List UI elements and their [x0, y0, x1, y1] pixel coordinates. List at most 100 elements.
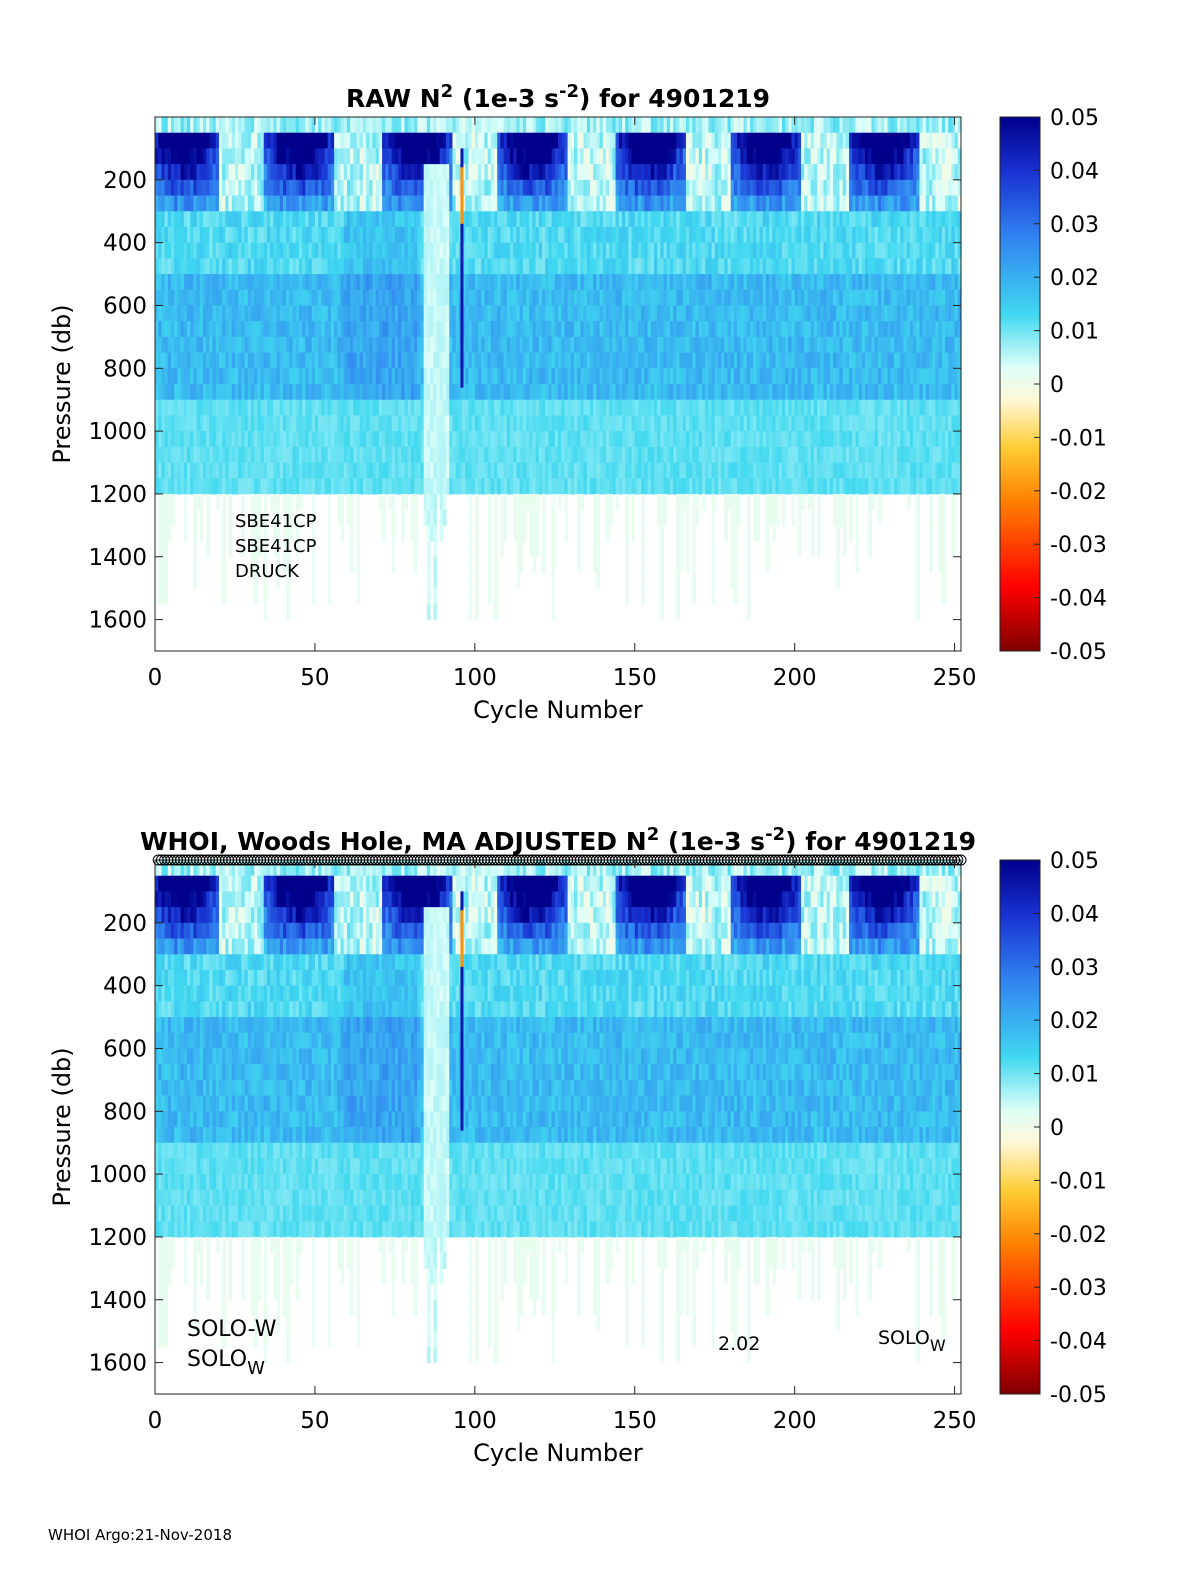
- raw-heatmap-cell: [637, 164, 642, 181]
- raw-heatmap-cell: [609, 431, 613, 448]
- raw-heatmap-cell: [641, 242, 645, 259]
- raw-heatmap-cell: [567, 258, 572, 275]
- raw-heatmap-cell: [404, 352, 409, 369]
- raw-heatmap-cell: [286, 179, 290, 197]
- raw-heatmap-cell: [167, 415, 172, 432]
- raw-heatmap-cell: [759, 195, 764, 212]
- raw-heatmap-cell: [727, 117, 732, 134]
- raw-heatmap-cell: [660, 588, 665, 605]
- raw-heatmap-cell: [449, 462, 453, 479]
- raw-heatmap-cell: [215, 384, 220, 401]
- raw-heatmap-cell: [641, 509, 645, 526]
- raw-heatmap-cell: [183, 462, 188, 479]
- raw-heatmap-cell: [401, 195, 405, 212]
- raw-heatmap-cell: [410, 462, 415, 479]
- raw-heatmap-cell: [714, 164, 719, 181]
- raw-heatmap-cell: [612, 368, 617, 385]
- raw-heatmap-cell: [494, 289, 498, 306]
- raw-heatmap-cell: [391, 336, 396, 354]
- raw-heatmap-cell: [685, 431, 690, 448]
- raw-heatmap-cell: [503, 242, 508, 259]
- raw-heatmap-cell: [423, 226, 428, 244]
- raw-heatmap-cell: [641, 305, 645, 322]
- raw-heatmap-cell: [605, 179, 610, 197]
- raw-heatmap-cell: [222, 493, 226, 511]
- raw-heatmap-cell: [605, 289, 610, 306]
- raw-heatmap-cell: [737, 117, 741, 134]
- raw-heatmap-cell: [295, 541, 300, 558]
- raw-heatmap-cell: [522, 415, 527, 432]
- raw-heatmap-cell: [276, 541, 281, 558]
- raw-heatmap-cell: [263, 572, 268, 589]
- raw-heatmap-cell: [343, 258, 348, 275]
- raw-heatmap-cell: [455, 352, 460, 369]
- raw-heatmap-cell: [231, 289, 236, 306]
- raw-heatmap-cell: [209, 321, 214, 338]
- raw-heatmap-cell: [407, 446, 412, 464]
- raw-heatmap-cell: [308, 462, 313, 479]
- raw-heatmap-cell: [423, 148, 428, 165]
- raw-heatmap-cell: [497, 242, 501, 259]
- raw-heatmap-cell: [737, 164, 741, 181]
- raw-heatmap-cell: [388, 462, 393, 479]
- raw-heatmap-cell: [689, 289, 693, 306]
- raw-heatmap-cell: [637, 384, 642, 401]
- raw-heatmap-cell: [682, 289, 687, 306]
- raw-heatmap-cell: [468, 195, 473, 212]
- raw-heatmap-cell: [593, 242, 597, 259]
- raw-heatmap-cell: [724, 509, 729, 526]
- raw-heatmap-cell: [442, 179, 447, 197]
- raw-heatmap-cell: [545, 274, 549, 291]
- raw-heatmap-cell: [359, 274, 364, 291]
- raw-heatmap-cell: [695, 289, 700, 306]
- raw-heatmap-cell: [733, 117, 738, 134]
- raw-heatmap-cell: [551, 148, 556, 165]
- raw-heatmap-cell: [663, 242, 668, 259]
- raw-heatmap-cell: [308, 321, 313, 338]
- raw-heatmap-cell: [529, 384, 533, 401]
- raw-heatmap-cell: [535, 478, 540, 495]
- raw-heatmap-cell: [561, 274, 565, 291]
- raw-heatmap-cell: [394, 321, 399, 338]
- raw-heatmap-cell: [401, 321, 405, 338]
- raw-heatmap-cell: [743, 305, 748, 322]
- raw-heatmap-cell: [471, 179, 476, 197]
- raw-heatmap-cell: [193, 242, 198, 259]
- raw-heatmap-cell: [753, 258, 757, 275]
- raw-heatmap-cell: [372, 289, 377, 306]
- raw-heatmap-cell: [705, 415, 709, 432]
- raw-heatmap-cell: [500, 384, 505, 401]
- raw-heatmap-cell: [494, 164, 498, 181]
- raw-heatmap-cell: [375, 242, 380, 259]
- raw-heatmap-cell: [209, 399, 214, 416]
- raw-heatmap-cell: [177, 117, 182, 134]
- raw-heatmap-cell: [186, 211, 191, 228]
- raw-heatmap-cell: [270, 226, 274, 244]
- raw-heatmap-cell: [359, 352, 364, 369]
- raw-heatmap-cell: [532, 179, 537, 197]
- raw-heatmap-cell: [740, 211, 745, 228]
- raw-heatmap-cell: [564, 274, 569, 291]
- raw-heatmap-cell: [359, 242, 364, 259]
- raw-heatmap-cell: [484, 415, 489, 432]
- raw-heatmap-cell: [673, 289, 677, 306]
- raw-heatmap-cell: [385, 164, 389, 181]
- raw-heatmap-cell: [254, 572, 258, 589]
- raw-heatmap-cell: [423, 431, 428, 448]
- raw-heatmap-cell: [609, 493, 613, 511]
- raw-heatmap-cell: [701, 117, 706, 134]
- raw-heatmap-cell: [337, 211, 342, 228]
- raw-heatmap-cell: [724, 462, 729, 479]
- raw-heatmap-cell: [634, 415, 639, 432]
- raw-heatmap-cell: [420, 462, 425, 479]
- raw-heatmap-cell: [260, 179, 265, 197]
- raw-heatmap-cell: [746, 305, 751, 322]
- raw-heatmap-cell: [685, 321, 690, 338]
- raw-heatmap-cell: [580, 289, 585, 306]
- raw-heatmap-cell: [756, 509, 760, 526]
- raw-heatmap-cell: [510, 132, 514, 149]
- raw-heatmap-cell: [471, 132, 476, 149]
- raw-heatmap-cell: [241, 431, 246, 448]
- raw-heatmap-cell: [721, 368, 725, 385]
- raw-heatmap-cell: [762, 289, 767, 306]
